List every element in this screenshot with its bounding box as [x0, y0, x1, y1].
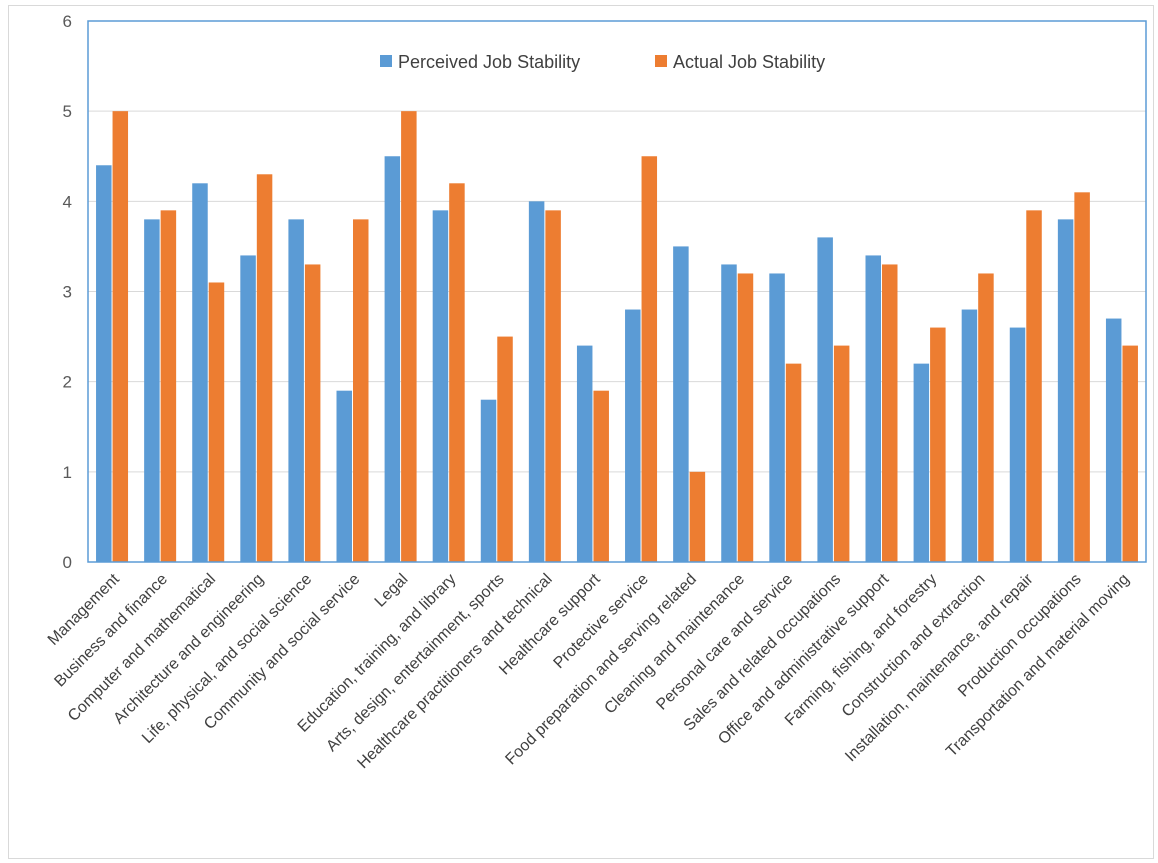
- bar-perceived: [961, 309, 978, 562]
- bar-actual: [930, 327, 946, 562]
- bar-actual: [256, 174, 273, 563]
- bar-actual: [401, 111, 417, 563]
- y-tick-label: 0: [63, 553, 72, 572]
- x-tick-label: Arts, design, entertainment, sports: [323, 571, 507, 755]
- bar-perceived: [769, 273, 785, 562]
- y-axis: 0 1 2 3 4 5 6: [63, 12, 72, 572]
- bar-perceived: [192, 183, 208, 563]
- bar-perceived: [576, 345, 593, 562]
- bar-actual: [833, 345, 850, 562]
- bar-perceived: [96, 165, 112, 562]
- legend-label: Perceived Job Stability: [398, 52, 580, 72]
- legend: Perceived Job Stability Actual Job Stabil…: [380, 52, 825, 72]
- y-tick-label: 4: [63, 192, 72, 211]
- bar-actual: [737, 273, 754, 562]
- bar-perceived: [336, 390, 352, 562]
- x-tick-label: Legal: [372, 571, 412, 611]
- bar-perceived: [384, 156, 401, 562]
- bar-actual: [208, 282, 225, 562]
- y-tick-label: 3: [63, 283, 72, 302]
- y-tick-label: 5: [63, 102, 72, 121]
- bar-actual: [641, 156, 658, 562]
- bar-actual: [1026, 210, 1042, 562]
- x-tick-label: Life, physical, and social science: [139, 571, 315, 747]
- bar-actual: [112, 111, 129, 563]
- bars: [96, 111, 1138, 563]
- y-tick-label: 1: [63, 463, 72, 482]
- legend-swatch: [655, 55, 667, 67]
- bar-perceived: [240, 255, 256, 562]
- plot-area-border: [87, 20, 1147, 563]
- bar-actual: [545, 210, 561, 562]
- bar-actual: [593, 390, 609, 562]
- bar-perceived: [432, 210, 449, 562]
- bar-actual: [449, 183, 465, 563]
- bar-perceived: [480, 399, 497, 562]
- y-tick-label: 2: [63, 373, 72, 392]
- legend-swatch: [380, 55, 392, 67]
- bar-perceived: [288, 219, 304, 562]
- bar-perceived: [1105, 318, 1122, 562]
- bar-perceived: [865, 255, 881, 562]
- bar-perceived: [673, 246, 689, 562]
- bar-perceived: [144, 219, 160, 562]
- bar-perceived: [721, 264, 737, 562]
- bar-actual: [353, 219, 369, 562]
- bar-perceived: [528, 201, 545, 563]
- bar-actual: [497, 336, 513, 562]
- bar-actual: [1074, 192, 1090, 563]
- legend-label: Actual Job Stability: [673, 52, 825, 72]
- bar-perceived: [913, 363, 930, 562]
- bar-actual: [882, 264, 898, 562]
- bar-perceived: [1057, 219, 1074, 562]
- y-tick-label: 6: [63, 12, 72, 31]
- bar-perceived: [625, 309, 641, 562]
- bar-actual: [978, 273, 994, 562]
- bar-perceived: [817, 237, 833, 562]
- chart-frame: [8, 5, 1154, 859]
- bar-actual: [689, 471, 706, 562]
- bar-actual: [160, 210, 177, 562]
- x-tick-label: Office and administrative support: [715, 570, 893, 748]
- bar-actual: [1122, 345, 1138, 562]
- bar-actual: [785, 363, 802, 562]
- bar-perceived: [1009, 327, 1026, 562]
- bar-actual: [304, 264, 321, 562]
